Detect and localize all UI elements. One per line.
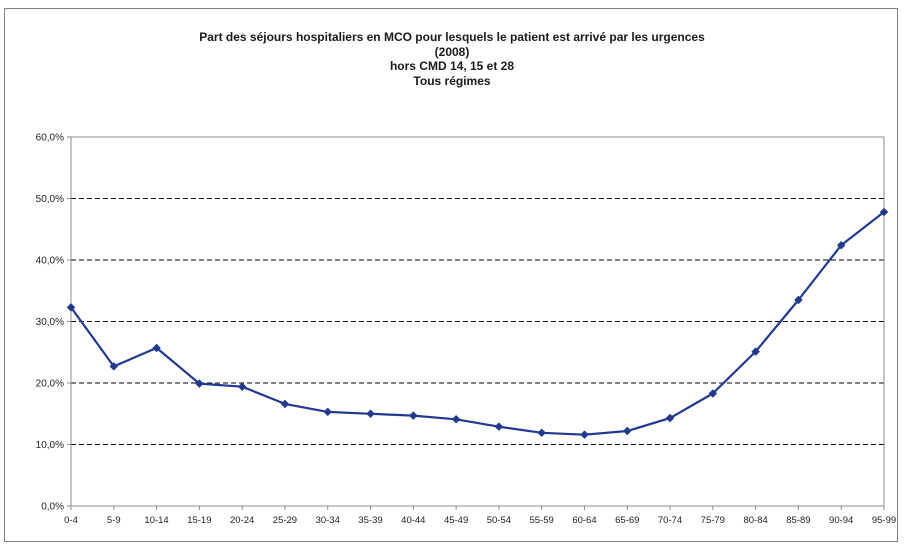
chart-title-block: Part des séjours hospitaliers en MCO pou… bbox=[0, 30, 904, 88]
x-tick-label: 15-19 bbox=[187, 515, 211, 526]
series-line bbox=[70, 211, 885, 436]
data-point bbox=[323, 407, 333, 417]
x-tick-label: 5-9 bbox=[107, 515, 121, 526]
y-tick-label: 30,0% bbox=[36, 317, 64, 328]
data-point bbox=[66, 303, 76, 312]
data-point bbox=[195, 379, 204, 388]
x-tick-label: 0-4 bbox=[64, 515, 78, 526]
y-tick-label: 40,0% bbox=[36, 256, 64, 267]
y-tick-label: 50,0% bbox=[36, 194, 64, 205]
x-tick-label: 85-89 bbox=[786, 515, 810, 526]
data-point bbox=[109, 362, 119, 371]
data-point bbox=[622, 426, 632, 436]
data-point bbox=[152, 343, 161, 353]
chart-subtitle-year: (2008) bbox=[434, 44, 470, 59]
axes bbox=[67, 136, 885, 510]
data-point bbox=[836, 240, 846, 250]
x-tick-label: 35-39 bbox=[358, 515, 382, 526]
gridlines bbox=[71, 198, 884, 445]
data-point bbox=[494, 422, 504, 432]
y-tick-label: 10,0% bbox=[36, 440, 64, 451]
data-point bbox=[794, 295, 803, 305]
x-tick-label: 70-74 bbox=[658, 515, 682, 526]
y-tick-label: 20,0% bbox=[36, 379, 64, 390]
x-tick-label: 55-59 bbox=[530, 515, 554, 526]
x-tick-label: 50-54 bbox=[487, 515, 511, 526]
x-tick-label: 40-44 bbox=[401, 515, 425, 526]
x-tick-label: 65-69 bbox=[615, 515, 639, 526]
x-tick-label: 60-64 bbox=[572, 515, 596, 526]
y-tick-label: 0,0% bbox=[41, 502, 64, 513]
chart-subtitle-regime: Tous régimes bbox=[413, 73, 491, 88]
data-point bbox=[451, 414, 461, 424]
chart-subtitle-scope: hors CMD 14, 15 et 28 bbox=[389, 59, 515, 73]
data-point bbox=[665, 413, 675, 423]
data-point bbox=[708, 389, 718, 398]
x-tick-label: 80-84 bbox=[743, 515, 767, 526]
x-tick-label: 20-24 bbox=[230, 515, 254, 526]
data-point bbox=[280, 399, 290, 409]
chart-frame bbox=[4, 8, 898, 542]
data-point bbox=[537, 428, 547, 438]
x-tick-label: 75-79 bbox=[701, 515, 725, 526]
chart-title: Part des séjours hospitaliers en MCO pou… bbox=[199, 30, 705, 44]
x-tick-label: 95-99 bbox=[872, 515, 896, 526]
data-point bbox=[751, 347, 760, 356]
x-tick-label: 45-49 bbox=[444, 515, 468, 526]
x-axis-ticks: 0-4 5-9 10-14 15-19 20-24 25-29 30-34 35-39 40-4… bbox=[64, 515, 896, 526]
series-layer bbox=[66, 207, 889, 440]
x-tick-label: 10-14 bbox=[144, 515, 168, 526]
data-point bbox=[366, 409, 375, 419]
x-tick-label: 25-29 bbox=[273, 515, 297, 526]
y-axis-ticks: 0,0% 10,0% 20,0% 30,0% 40,0% 50,0% 60,0% bbox=[36, 133, 64, 513]
y-tick-label: 60,0% bbox=[36, 133, 64, 144]
x-tick-label: 90-94 bbox=[829, 515, 853, 526]
plot-area-border bbox=[70, 136, 885, 507]
data-point bbox=[580, 430, 589, 440]
x-tick-label: 30-34 bbox=[316, 515, 340, 526]
data-point bbox=[408, 411, 418, 420]
data-point bbox=[237, 382, 247, 392]
data-point bbox=[879, 207, 889, 217]
